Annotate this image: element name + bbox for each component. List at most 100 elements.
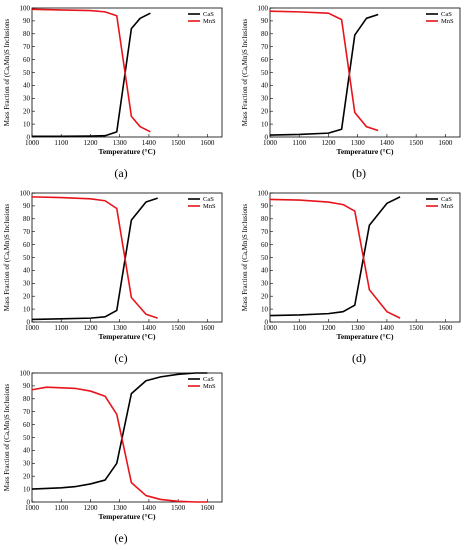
x-axis-title: Temperature (°C) — [99, 147, 156, 156]
x-tick-label: 1500 — [171, 504, 186, 512]
y-tick-label: 10 — [23, 485, 31, 493]
series-line-cas — [31, 197, 158, 321]
y-tick-label: 0 — [27, 498, 31, 506]
legend-label-mns: MnS — [203, 18, 216, 25]
y-tick-label: 10 — [23, 120, 31, 128]
y-axis-title: Mass Fraction of (Ca,Mn)S Inclusions — [3, 383, 11, 491]
y-tick-label: 80 — [23, 215, 31, 223]
x-tick-label: 1100 — [292, 324, 306, 332]
x-tick-label: 1300 — [351, 324, 366, 332]
x-tick-label: 1100 — [54, 139, 68, 147]
chart-panel-d: 0 10 20 30 40 50 60 70 80 90 100 1000 1100 1200 1300 14… — [238, 185, 475, 370]
y-tick-label: 80 — [261, 30, 269, 38]
legend-label-cas: CaS — [441, 196, 452, 203]
y-tick-label: 70 — [261, 228, 269, 236]
y-tick-label: 60 — [23, 56, 31, 64]
y-tick-label: 80 — [23, 30, 31, 38]
y-tick-label: 20 — [261, 293, 269, 301]
y-axis-title: Mass Fraction of (Ca,Mn)S Inclusions — [3, 203, 11, 311]
panel-caption: (d) — [352, 351, 366, 365]
x-tick-label: 1000 — [25, 324, 40, 332]
y-tick-label: 30 — [23, 95, 31, 103]
y-tick-label: 70 — [261, 43, 269, 51]
y-tick-label: 0 — [27, 133, 31, 141]
panel-caption: (e) — [114, 531, 128, 545]
x-tick-label: 1200 — [83, 139, 98, 147]
x-tick-label: 1100 — [54, 324, 68, 332]
x-tick-label: 1200 — [321, 139, 336, 147]
series-line-mns — [31, 386, 208, 503]
y-tick-label: 0 — [265, 133, 269, 141]
x-tick-label: 1000 — [25, 139, 40, 147]
chart-panel-a: 0 10 20 30 40 50 60 70 80 90 100 1000 1100 1200 1300 14… — [0, 0, 237, 185]
y-tick-label: 20 — [23, 293, 31, 301]
y-tick-label: 100 — [20, 369, 31, 377]
y-tick-label: 0 — [265, 318, 269, 326]
y-tick-label: 90 — [261, 202, 269, 210]
panel-caption: (c) — [114, 351, 128, 365]
y-tick-label: 40 — [23, 447, 31, 455]
y-tick-label: 50 — [23, 254, 31, 262]
x-axis-title: Temperature (°C) — [337, 332, 394, 341]
chart-svg-a: 0 10 20 30 40 50 60 70 80 90 100 1000 1100 1200 1300 14… — [3, 4, 223, 156]
y-tick-label: 100 — [20, 4, 31, 12]
series-line-cas — [32, 12, 151, 138]
y-tick-label: 10 — [261, 120, 269, 128]
x-tick-label: 1300 — [113, 504, 128, 512]
x-tick-label: 1000 — [263, 324, 278, 332]
y-tick-label: 40 — [261, 267, 269, 275]
x-tick-label: 1100 — [292, 139, 306, 147]
chart-panel-b: 0 10 20 30 40 50 60 70 80 90 100 1000 1100 1200 1300 14… — [238, 0, 475, 185]
y-tick-label: 100 — [258, 4, 269, 12]
series-line-mns — [269, 10, 379, 132]
x-tick-label: 1400 — [142, 324, 157, 332]
x-tick-label: 1500 — [171, 139, 186, 147]
legend-label-mns: MnS — [203, 203, 216, 210]
y-tick-label: 30 — [261, 95, 269, 103]
y-tick-label: 30 — [23, 280, 31, 288]
legend-label-cas: CaS — [203, 376, 214, 383]
legend-label-cas: CaS — [203, 11, 214, 18]
series-line-cas — [269, 13, 379, 136]
legend-label-cas: CaS — [441, 11, 452, 18]
y-tick-label: 50 — [261, 254, 269, 262]
series-line-cas — [269, 196, 401, 317]
x-tick-label: 1600 — [438, 139, 453, 147]
x-tick-label: 1100 — [54, 504, 68, 512]
y-tick-label: 70 — [23, 43, 31, 51]
x-tick-label: 1000 — [25, 504, 40, 512]
x-tick-label: 1200 — [83, 324, 98, 332]
x-tick-label: 1400 — [142, 139, 157, 147]
y-tick-label: 90 — [261, 17, 269, 25]
plot-frame — [31, 372, 223, 503]
y-tick-label: 0 — [27, 318, 31, 326]
y-tick-label: 50 — [23, 69, 31, 77]
y-tick-label: 10 — [23, 305, 31, 313]
plot-frame — [31, 192, 223, 323]
y-tick-label: 40 — [23, 82, 31, 90]
plot-frame — [269, 192, 461, 323]
chart-panel-e: 0 10 20 30 40 50 60 70 80 90 100 1000 1100 1200 1300 14… — [0, 365, 237, 550]
y-tick-label: 50 — [23, 434, 31, 442]
y-tick-label: 70 — [23, 228, 31, 236]
x-tick-label: 1600 — [200, 139, 215, 147]
x-tick-label: 1400 — [380, 324, 395, 332]
legend-label-mns: MnS — [203, 383, 216, 390]
x-tick-label: 1500 — [171, 324, 186, 332]
panel-caption: (a) — [114, 166, 128, 180]
legend-label-cas: CaS — [203, 196, 214, 203]
x-tick-label: 1500 — [409, 324, 424, 332]
y-tick-label: 20 — [23, 108, 31, 116]
y-tick-label: 100 — [20, 189, 31, 197]
chart-svg-c: 0 10 20 30 40 50 60 70 80 90 100 1000 1100 1200 1300 14… — [3, 189, 223, 341]
x-axis-title: Temperature (°C) — [337, 147, 394, 156]
x-axis-title: Temperature (°C) — [99, 332, 156, 341]
x-tick-label: 1400 — [380, 139, 395, 147]
y-tick-label: 90 — [23, 202, 31, 210]
y-tick-label: 30 — [23, 460, 31, 468]
y-tick-label: 70 — [23, 408, 31, 416]
chart-panel-c: 0 10 20 30 40 50 60 70 80 90 100 1000 1100 1200 1300 14… — [0, 185, 237, 370]
x-tick-label: 1300 — [113, 324, 128, 332]
y-tick-label: 10 — [261, 305, 269, 313]
series-line-mns — [269, 198, 401, 319]
